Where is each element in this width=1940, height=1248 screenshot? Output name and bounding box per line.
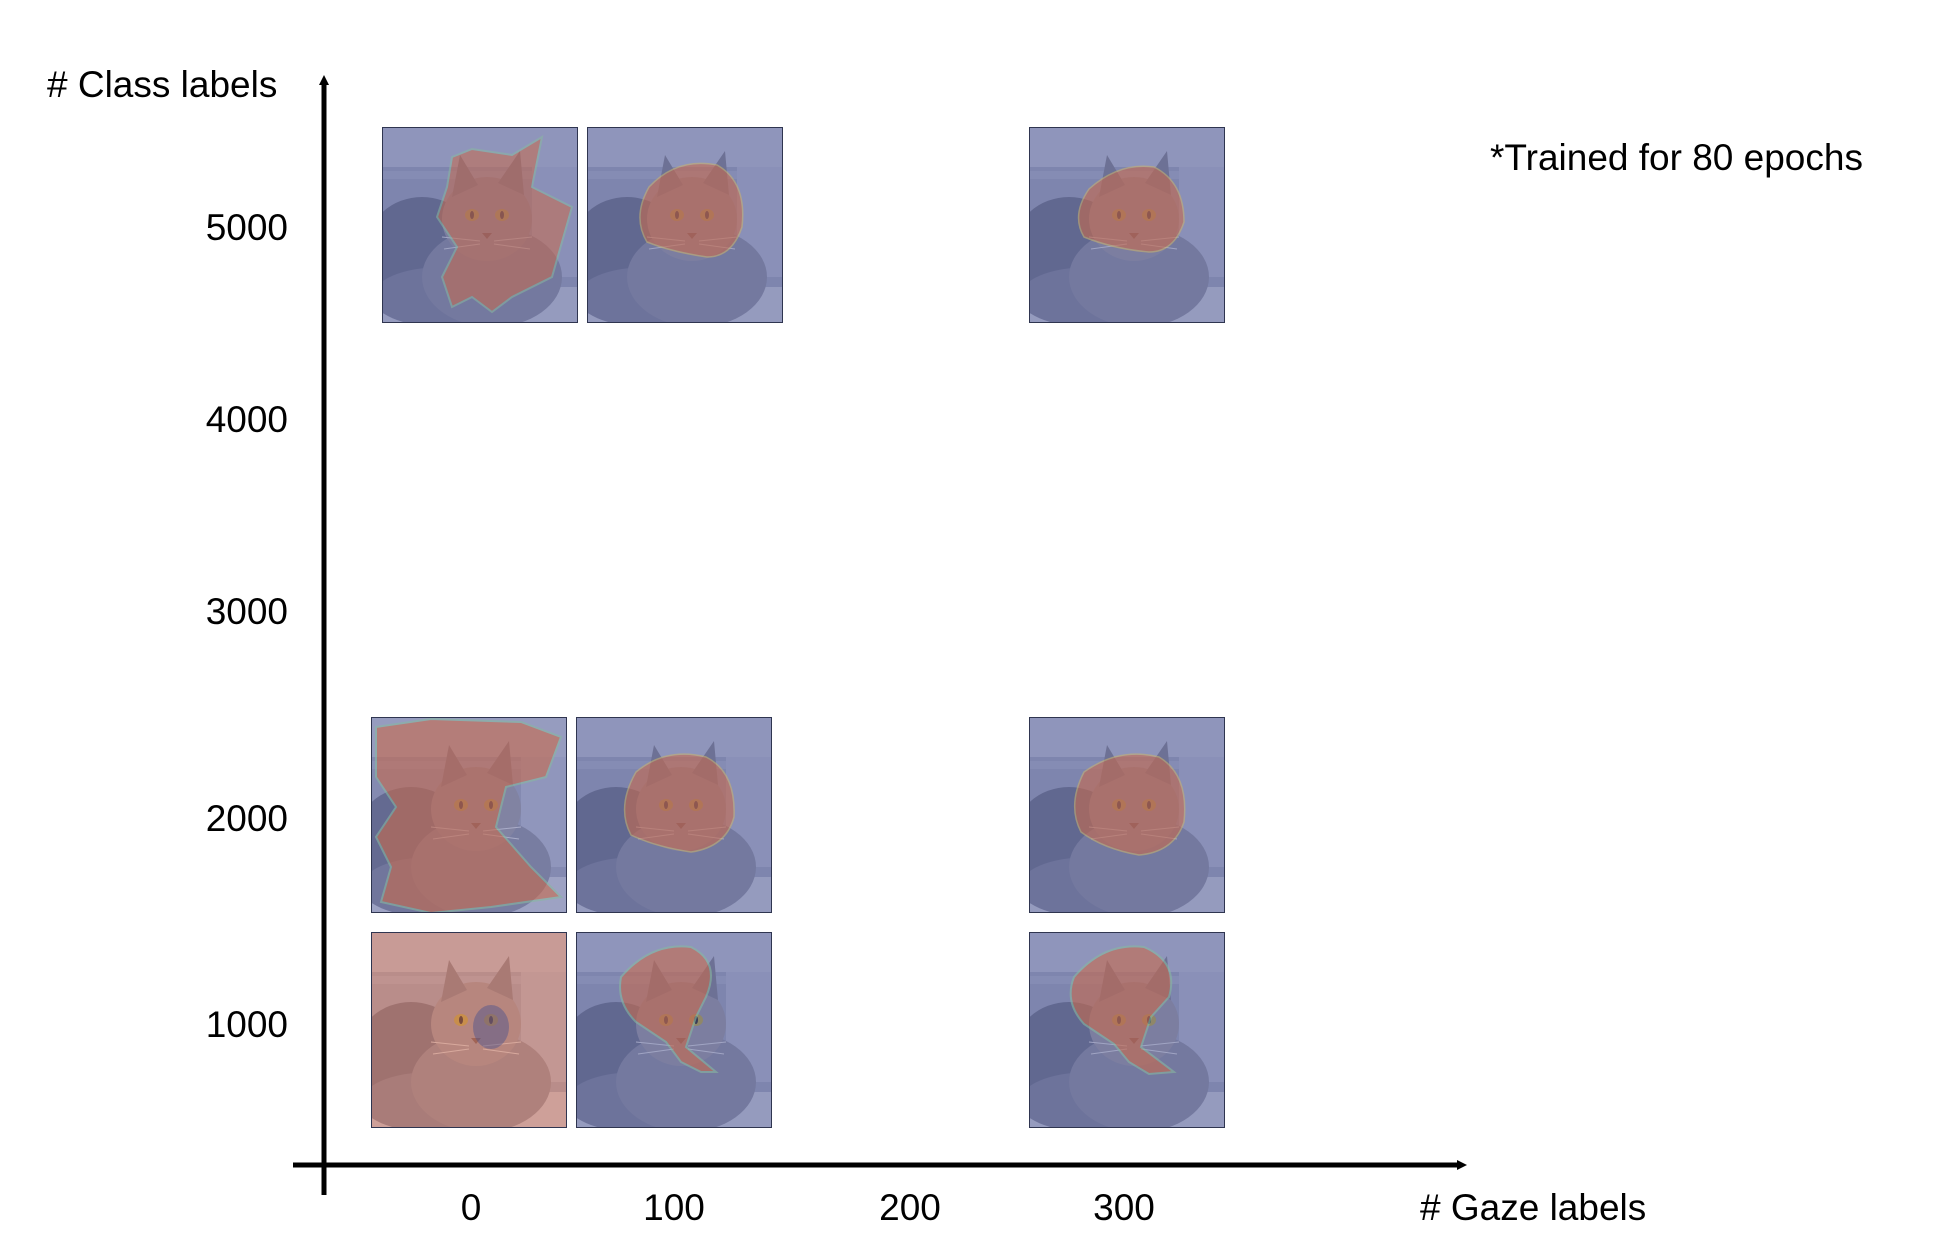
thumb-gaze300-class5000 <box>1029 127 1225 323</box>
thumb-gaze300-class2000 <box>1029 717 1225 913</box>
y-tick-2000: 2000 <box>206 798 288 839</box>
y-tick-1000: 1000 <box>206 1004 288 1045</box>
thumb-gaze0-class5000 <box>382 127 578 323</box>
thumb-gaze0-class2000 <box>371 717 567 913</box>
y-axis-label: # Class labels <box>47 64 277 105</box>
thumb-gaze300-class1000 <box>1029 932 1225 1128</box>
training-note: *Trained for 80 epochs <box>1490 137 1863 178</box>
thumb-gaze100-class2000 <box>576 717 772 913</box>
thumb-gaze0-class1000 <box>371 932 567 1128</box>
x-axis-label: # Gaze labels <box>1420 1187 1646 1228</box>
x-tick-0: 0 <box>461 1187 482 1228</box>
x-tick-100: 100 <box>643 1187 705 1228</box>
thumb-gaze100-class1000 <box>576 932 772 1128</box>
y-tick-4000: 4000 <box>206 399 288 440</box>
x-tick-300: 300 <box>1093 1187 1155 1228</box>
x-tick-200: 200 <box>879 1187 941 1228</box>
y-tick-5000: 5000 <box>206 207 288 248</box>
y-tick-3000: 3000 <box>206 591 288 632</box>
thumb-gaze100-class5000 <box>587 127 783 323</box>
